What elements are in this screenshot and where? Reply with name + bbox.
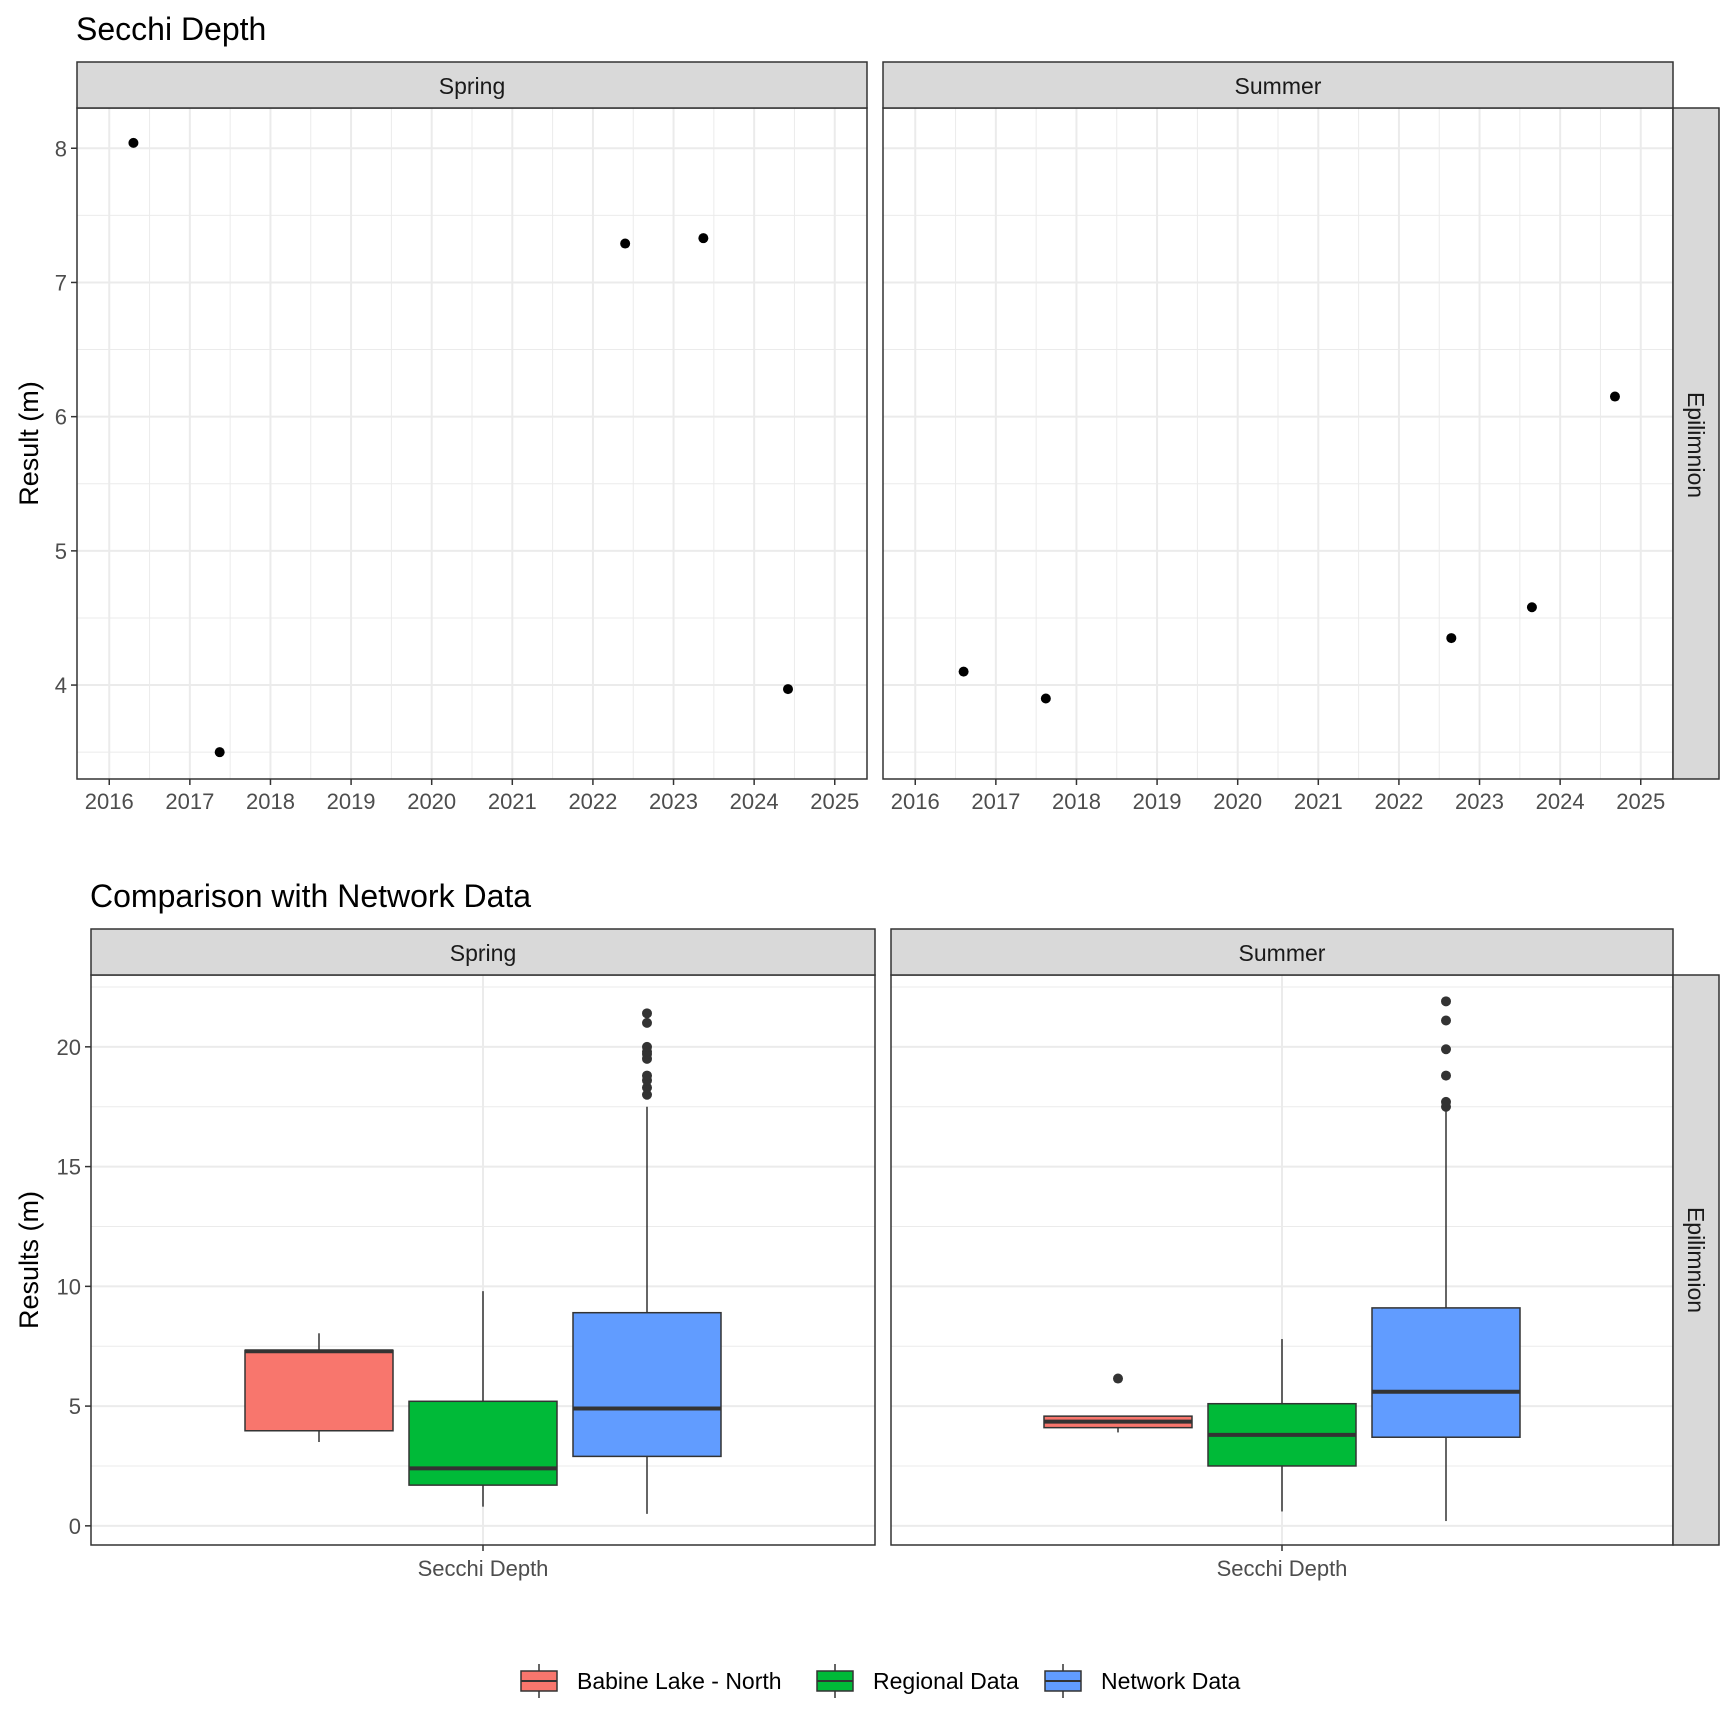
box-body — [1371, 1307, 1521, 1438]
data-point — [620, 238, 631, 249]
facet-strip-label: Summer — [1239, 940, 1326, 966]
box-regional-data — [1207, 1339, 1357, 1512]
chart-title: Comparison with Network Data — [90, 878, 531, 914]
facet-panel-summer: Summer 2016 2017 2018 2019 2020 2021 2022 2023 20… — [882, 61, 1674, 814]
x-tick-label: Secchi Depth — [418, 1556, 549, 1581]
legend-label: Regional Data — [873, 1668, 1019, 1694]
x-tick-label: 2021 — [488, 789, 537, 814]
box-body — [572, 1311, 722, 1458]
outlier-point — [642, 1070, 652, 1081]
y-tick-label: 15 — [57, 1155, 81, 1180]
x-tick-label: 2025 — [1616, 789, 1665, 814]
data-point — [698, 233, 709, 244]
data-point — [214, 747, 225, 758]
data-point — [783, 684, 793, 695]
facet-strip — [882, 61, 1674, 109]
legend-item: Network Data — [1044, 1664, 1241, 1698]
x-tick-label: 2022 — [1374, 789, 1423, 814]
y-tick-label: 5 — [55, 539, 67, 564]
outlier-point — [1441, 996, 1451, 1007]
facet-panel-spring: Spring 2016 2017 2018 2019 2020 2021 2022 2023 20… — [55, 61, 868, 814]
x-tick-label: 2016 — [891, 789, 940, 814]
y-tick-label: 7 — [55, 270, 67, 295]
facet-strip-label: Spring — [450, 940, 516, 966]
facet-strip-label: Spring — [439, 73, 505, 99]
row-strip — [1672, 107, 1720, 780]
outlier-point — [642, 1089, 652, 1100]
box-babine-lake-north — [244, 1333, 394, 1443]
legend-item: Regional Data — [816, 1664, 1019, 1698]
y-tick-label: 6 — [55, 405, 67, 430]
data-point — [958, 666, 969, 677]
y-tick-label: 20 — [57, 1035, 81, 1060]
comparison-chart: Comparison with Network Data Results (m) S… — [14, 878, 1720, 1581]
y-tick-label: 8 — [55, 136, 67, 161]
legend-label: Babine Lake - North — [577, 1668, 782, 1694]
x-tick-label: Secchi Depth — [1217, 1556, 1348, 1581]
y-tick-label: 4 — [55, 673, 67, 698]
box-babine-lake-north — [1043, 1373, 1193, 1433]
data-point — [1040, 693, 1051, 704]
facet-strip-label: Summer — [1235, 73, 1322, 99]
x-tick-label: 2020 — [407, 789, 456, 814]
facet-strip — [90, 928, 876, 976]
y-axis-title: Results (m) — [14, 1191, 44, 1329]
y-tick-label: 5 — [69, 1394, 81, 1419]
outlier-point — [1441, 1096, 1451, 1107]
x-tick-label: 2024 — [1536, 789, 1585, 814]
box-network-data — [572, 1008, 722, 1514]
facet-strip — [76, 61, 868, 109]
outlier-point — [642, 1008, 652, 1019]
legend-label: Network Data — [1101, 1668, 1241, 1694]
data-point — [1446, 633, 1457, 644]
x-tick-label: 2023 — [1455, 789, 1504, 814]
x-tick-label: 2019 — [1133, 789, 1182, 814]
box-network-data — [1371, 996, 1521, 1522]
secchi-depth-chart: Secchi Depth Result (m) Spring 2016 2017 2018… — [14, 11, 1720, 814]
legend-item: Babine Lake - North — [520, 1664, 782, 1698]
x-tick-label: 2016 — [85, 789, 134, 814]
x-tick-label: 2023 — [649, 789, 698, 814]
x-tick-label: 2018 — [246, 789, 295, 814]
chart-title: Secchi Depth — [76, 11, 266, 47]
y-axis-title: Result (m) — [14, 381, 44, 506]
box-regional-data — [408, 1291, 558, 1507]
x-tick-label: 2022 — [568, 789, 617, 814]
x-tick-label: 2021 — [1294, 789, 1343, 814]
outlier-point — [642, 1041, 652, 1052]
x-tick-label: 2019 — [327, 789, 376, 814]
outlier-point — [642, 1082, 652, 1093]
box-body — [408, 1400, 558, 1486]
facet-strip — [890, 928, 1674, 976]
x-tick-label: 2020 — [1213, 789, 1262, 814]
legend: Babine Lake - North Regional Data Network … — [520, 1664, 1241, 1698]
outlier-point — [1113, 1373, 1123, 1384]
row-strip-label: Epilimnion — [1683, 1207, 1709, 1313]
x-tick-label: 2025 — [810, 789, 859, 814]
data-point — [1526, 602, 1537, 613]
y-tick-label: 0 — [69, 1514, 81, 1539]
x-tick-label: 2024 — [730, 789, 779, 814]
y-tick-label: 10 — [57, 1274, 81, 1299]
facet-panel-summer: Summer Secchi Depth — [890, 928, 1674, 1581]
x-tick-label: 2018 — [1052, 789, 1101, 814]
outlier-point — [1441, 1015, 1451, 1026]
box-body — [244, 1349, 394, 1432]
x-tick-label: 2017 — [971, 789, 1020, 814]
data-point — [1609, 391, 1620, 402]
x-tick-label: 2017 — [165, 789, 214, 814]
outlier-point — [1441, 1044, 1451, 1055]
data-point — [128, 137, 139, 148]
outlier-point — [1441, 1070, 1451, 1081]
outlier-point — [642, 1017, 652, 1028]
row-strip-label: Epilimnion — [1683, 392, 1709, 498]
facet-panel-spring: Spring Secchi Depth 0 5 10 15 20 — [57, 928, 876, 1581]
row-strip — [1672, 974, 1720, 1546]
